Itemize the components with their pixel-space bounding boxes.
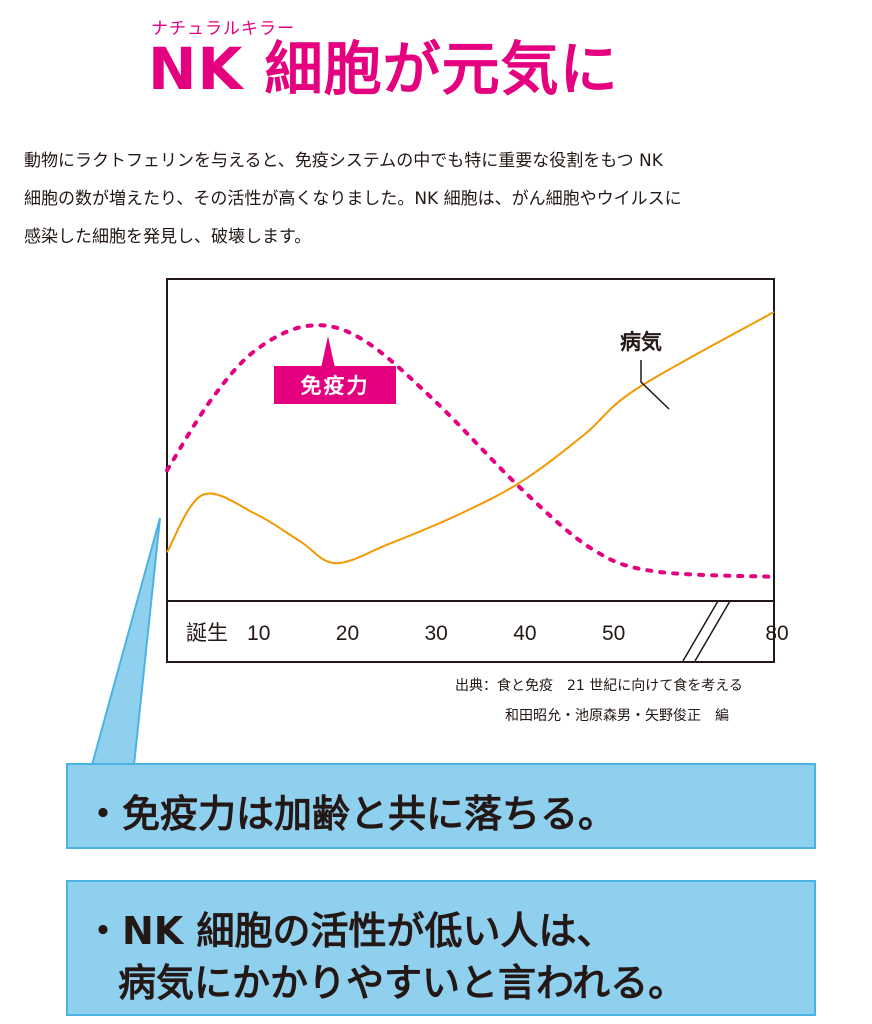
immunity-series-line	[165, 323, 776, 579]
source-line-1: 出典：食と免疫 21 世紀に向けて食を考える	[455, 678, 743, 694]
axis-break-mark	[682, 600, 719, 662]
source-line-2: 和田昭允・池原森男・矢野俊正 編	[505, 708, 729, 724]
callout-text-line2: 病気にかかりやすいと言われる。	[118, 961, 687, 1005]
immunity-label: 免疫力	[301, 374, 370, 398]
intro-paragraph: 動物にラクトフェリンを与えると、免疫システムの中でも特に重要な役割をもつ NK …	[24, 142, 854, 256]
disease-label-leader	[640, 360, 670, 410]
callout-text-line1: ・NK 細胞の活性が低い人は、	[84, 909, 615, 953]
axis-break-mark	[694, 600, 731, 662]
x-tick-label: 40	[513, 622, 536, 645]
x-tick-label: 10	[247, 622, 270, 645]
x-tick-label: 20	[336, 622, 359, 645]
intro-line: 動物にラクトフェリンを与えると、免疫システムの中でも特に重要な役割をもつ NK	[24, 151, 663, 171]
immunity-label-pointer	[321, 336, 335, 368]
page-title: NK 細胞が元気に	[148, 35, 619, 103]
x-tick-label: 50	[602, 622, 625, 645]
immunity-label-box	[274, 366, 396, 404]
intro-line: 細胞の数が増えたり、その活性が高くなりました。NK 細胞は、がん細胞やウイルスに	[24, 189, 682, 209]
chart-frame	[166, 278, 775, 663]
callout-nk-activity: ・NK 細胞の活性が低い人は、 病気にかかりやすいと言われる。	[66, 880, 816, 1016]
disease-series-line	[166, 311, 775, 565]
x-tick-label: 30	[425, 622, 448, 645]
x-tick-label: 80	[765, 622, 788, 645]
callout-immunity-decline: ・免疫力は加齢と共に落ちる。	[66, 763, 816, 849]
title-ruby: ナチュラルキラー	[151, 19, 295, 39]
callout-pointer	[90, 517, 161, 766]
disease-label: 病気	[620, 330, 662, 354]
x-tick-label: 誕生	[186, 622, 228, 645]
intro-line: 感染した細胞を発見し、破壊します。	[24, 227, 312, 247]
callout-text: ・免疫力は加齢と共に落ちる。	[84, 792, 617, 836]
x-tick-labels: 誕生 10 20 30 40 50 80	[186, 622, 789, 645]
